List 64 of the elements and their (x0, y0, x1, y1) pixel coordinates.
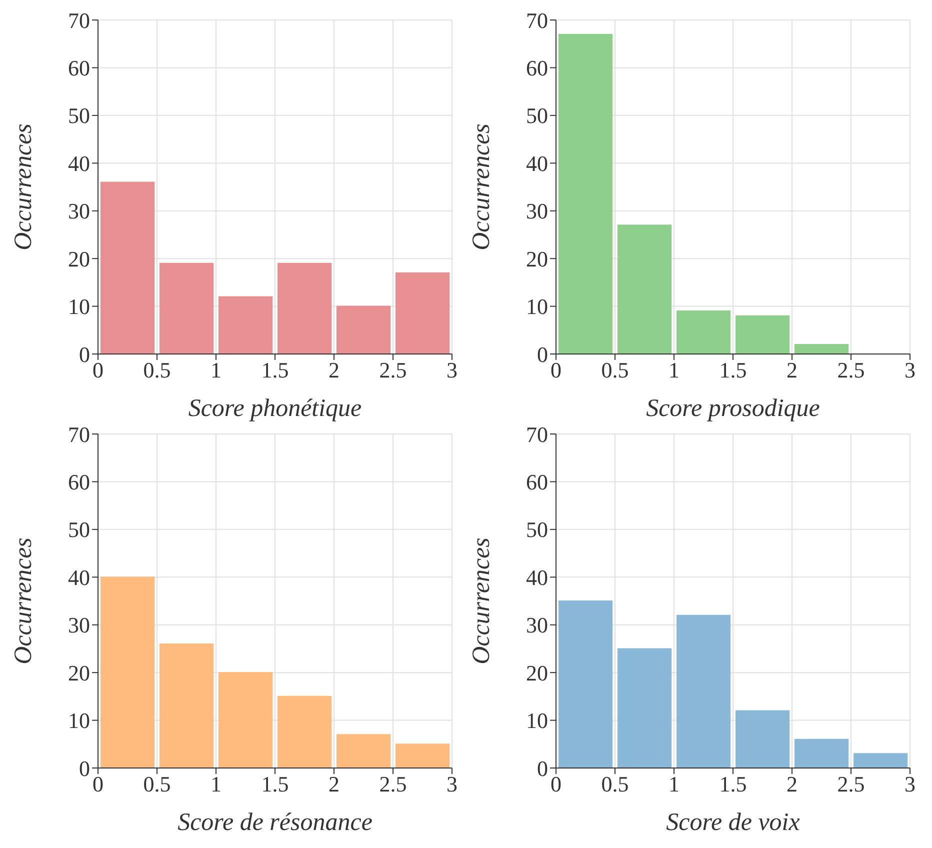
x-tick-label: 0.5 (143, 358, 171, 383)
y-tick-label: 10 (526, 294, 548, 320)
x-tick-label: 0.5 (601, 358, 629, 383)
y-tick-label: 70 (68, 8, 90, 33)
y-tick-label: 60 (68, 56, 90, 81)
y-axis-title: Occurrences (10, 538, 37, 664)
x-axis-title: Score de voix (666, 809, 800, 836)
x-tick-label: 1.5 (261, 358, 289, 383)
x-tick-label: 0.5 (601, 772, 629, 797)
y-tick-label: 40 (526, 564, 548, 590)
y-tick-label: 30 (68, 612, 90, 638)
x-tick-label: 1 (210, 772, 222, 797)
y-tick-label: 0 (79, 342, 90, 367)
x-tick-label: 1 (668, 358, 680, 383)
x-tick-label: 2.5 (379, 358, 407, 383)
x-tick-label: 2 (786, 358, 798, 383)
x-axis-title: Score prosodique (646, 395, 820, 422)
y-tick-label: 60 (526, 470, 548, 495)
x-tick-label: 0.5 (143, 772, 171, 797)
y-tick-label: 30 (68, 198, 90, 224)
y-tick-label: 40 (68, 564, 90, 590)
x-axis-title: Score de résonance (178, 809, 372, 836)
x-tick-label: 3 (446, 772, 458, 797)
x-tick-label: 2 (786, 772, 798, 797)
y-tick-label: 20 (526, 660, 548, 686)
x-tick-label: 1 (668, 772, 680, 797)
x-tick-label: 3 (904, 358, 916, 383)
y-tick-label: 50 (68, 103, 90, 128)
y-axis-title: Occurrences (10, 124, 37, 250)
y-tick-label: 0 (537, 342, 548, 367)
x-tick-label: 2.5 (837, 772, 865, 797)
y-tick-label: 60 (68, 470, 90, 495)
y-axis-title: Occurrences (468, 124, 495, 250)
y-tick-label: 60 (526, 56, 548, 81)
x-tick-label: 1.5 (719, 772, 747, 797)
x-tick-label: 2 (328, 358, 340, 383)
x-tick-label: 3 (446, 358, 458, 383)
y-tick-label: 50 (526, 103, 548, 128)
x-tick-label: 2 (328, 772, 340, 797)
y-tick-label: 0 (537, 756, 548, 781)
y-tick-label: 10 (526, 708, 548, 734)
x-tick-label: 2.5 (379, 772, 407, 797)
x-tick-label: 1 (210, 358, 222, 383)
x-axis-title: Score phonétique (188, 395, 362, 422)
y-tick-label: 70 (526, 8, 548, 33)
y-tick-label: 20 (68, 246, 90, 272)
y-tick-label: 70 (68, 422, 90, 447)
y-tick-label: 50 (68, 517, 90, 542)
y-axis-title: Occurrences (468, 538, 495, 664)
y-tick-label: 10 (68, 708, 90, 734)
x-tick-label: 1.5 (719, 358, 747, 383)
y-tick-label: 30 (526, 198, 548, 224)
y-tick-label: 40 (68, 150, 90, 176)
y-tick-label: 40 (526, 150, 548, 176)
y-tick-label: 10 (68, 294, 90, 320)
y-tick-label: 50 (526, 517, 548, 542)
y-tick-label: 0 (79, 756, 90, 781)
y-tick-label: 30 (526, 612, 548, 638)
y-tick-label: 20 (526, 246, 548, 272)
y-tick-label: 20 (68, 660, 90, 686)
x-tick-label: 3 (904, 772, 916, 797)
y-tick-label: 70 (526, 422, 548, 447)
x-tick-label: 1.5 (261, 772, 289, 797)
x-tick-label: 2.5 (837, 358, 865, 383)
